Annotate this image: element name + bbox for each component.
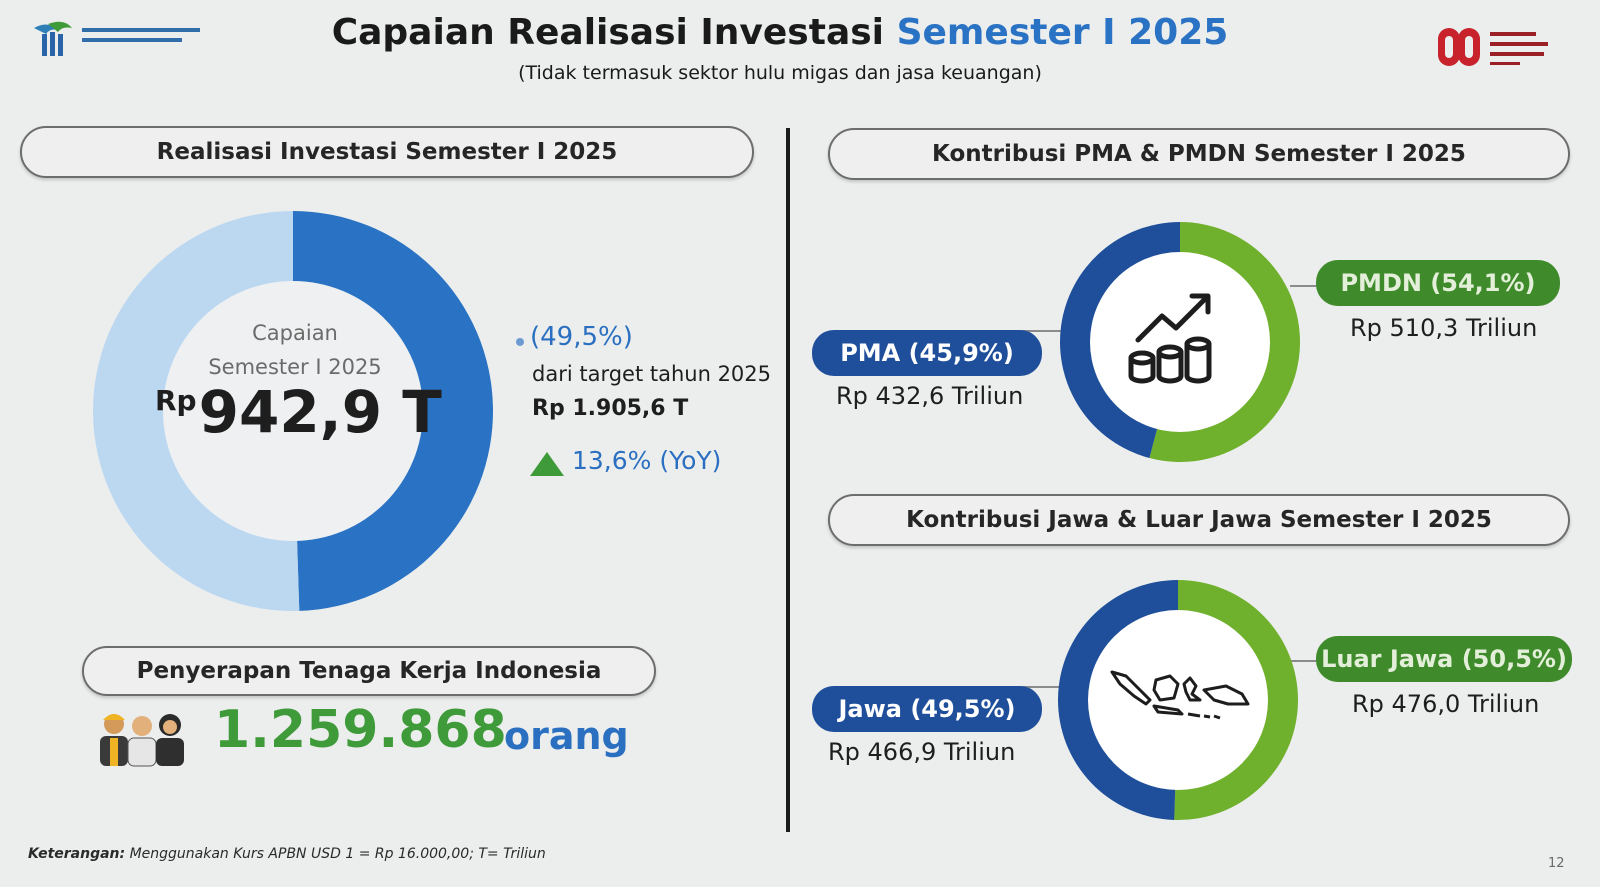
section-title-pma-pmdn: Kontribusi PMA & PMDN Semester I 2025 — [828, 128, 1570, 180]
yoy-growth: 13,6% (YoY) — [572, 446, 722, 475]
target-value: Rp 1.905,6 T — [532, 396, 689, 421]
chart-coins-icon — [1128, 293, 1212, 384]
section-title-realisasi: Realisasi Investasi Semester I 2025 — [20, 126, 754, 178]
donut-label-line2: Semester I 2025 — [208, 355, 382, 379]
amount-jawa: Rp 466,9 Triliun — [828, 738, 1016, 766]
legend-luar-jawa: Luar Jawa (50,5%) — [1316, 636, 1572, 682]
workforce-value: 1.259.868 — [214, 700, 507, 760]
column-divider — [786, 128, 790, 832]
value-amount: 942,9 T — [198, 378, 442, 446]
target-percentage: (49,5%) — [530, 322, 633, 352]
agency-logo — [1438, 28, 1548, 66]
indonesia-map-icon — [1110, 670, 1250, 720]
page-title: Capaian Realisasi Investasi Semester I 2… — [331, 12, 1229, 53]
connector-luar-jawa — [1290, 660, 1320, 662]
donut-label-line1: Capaian — [252, 321, 338, 345]
connector-pma — [1000, 330, 1062, 332]
legend-pmdn: PMDN (54,1%) — [1316, 260, 1560, 306]
amount-luar-jawa: Rp 476,0 Triliun — [1352, 690, 1540, 718]
bullet-dot — [516, 338, 524, 346]
page-subtitle: (Tidak termasuk sektor hulu migas dan ja… — [518, 62, 1042, 84]
footnote-label: Keterangan: — [28, 846, 126, 862]
footnote-text: Menggunakan Kurs APBN USD 1 = Rp 16.000,… — [129, 846, 546, 862]
legend-pma: PMA (45,9%) — [812, 330, 1042, 376]
workforce-unit: orang — [504, 714, 629, 758]
amount-pma: Rp 432,6 Triliun — [836, 382, 1024, 410]
workers-icon — [100, 714, 184, 767]
target-description: dari target tahun 2025 — [532, 362, 772, 386]
amount-pmdn: Rp 510,3 Triliun — [1350, 314, 1538, 342]
up-triangle-icon — [530, 452, 564, 476]
donut-chart-pma-pmdn — [1059, 222, 1300, 462]
page-number: 12 — [1548, 856, 1565, 871]
connector-jawa — [1000, 686, 1060, 688]
section-title-tenaga-kerja: Penyerapan Tenaga Kerja Indonesia — [82, 646, 656, 696]
ministry-logo — [34, 21, 200, 56]
section-title-jawa: Kontribusi Jawa & Luar Jawa Semester I 2… — [828, 494, 1570, 546]
value-prefix: Rp — [155, 384, 197, 417]
connector-pmdn — [1290, 285, 1320, 287]
donut-chart-realisasi — [93, 211, 494, 611]
investment-value: Rp942,9 T — [155, 378, 442, 446]
legend-jawa: Jawa (49,5%) — [812, 686, 1042, 732]
donut-chart-jawa — [1057, 580, 1298, 820]
donut-center-label: Capaian Semester I 2025 — [160, 316, 430, 384]
footnote: Keterangan: Menggunakan Kurs APBN USD 1 … — [28, 846, 546, 862]
